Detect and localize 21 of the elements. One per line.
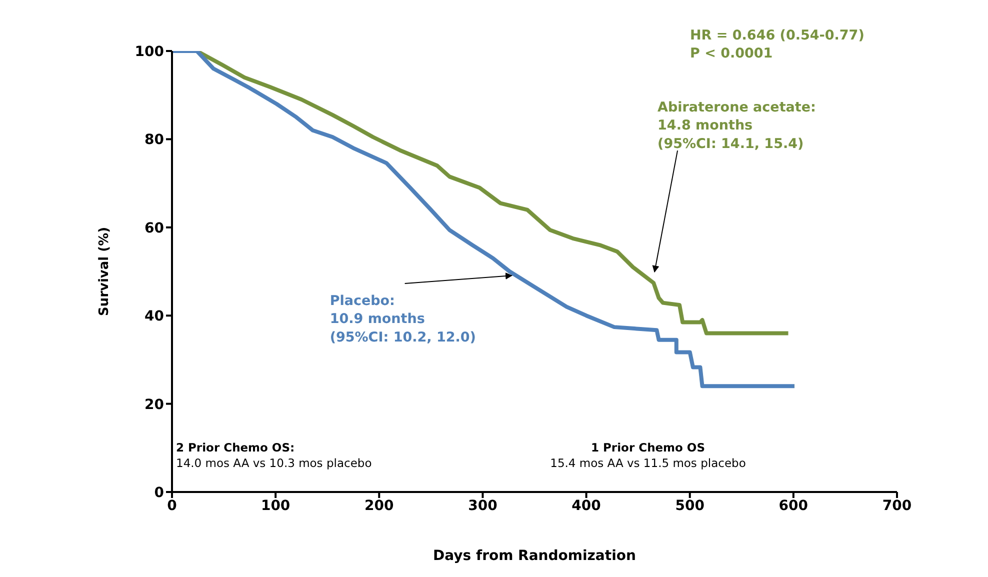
- annotation: 1 Prior Chemo OS 15.4 mos AA vs 11.5 mos placebo: [550, 440, 746, 470]
- y-tick-label: 60: [144, 220, 164, 236]
- x-tick-label: 600: [778, 498, 808, 514]
- annotation: 2 Prior Chemo OS: 14.0 mos AA vs 10.3 mos placebo: [176, 440, 372, 470]
- x-tick-label: 700: [882, 498, 912, 514]
- y-axis-title: Survival (%): [97, 226, 112, 316]
- annotation: HR = 0.646 (0.54-0.77) P < 0.0001: [690, 28, 864, 62]
- x-tick-label: 500: [675, 498, 705, 514]
- annotation: Placebo: 10.9 months (95%CI: 10.2, 12.0): [330, 293, 476, 346]
- x-axis-title: Days from Randomization: [433, 548, 636, 564]
- x-tick-label: 400: [572, 498, 602, 514]
- y-tick-label: 100: [134, 44, 164, 60]
- x-tick-label: 200: [364, 498, 394, 514]
- y-tick-label: 0: [154, 484, 164, 501]
- x-tick-label: 100: [260, 498, 290, 514]
- y-tick-label: 20: [144, 396, 164, 413]
- x-tick-label: 0: [167, 498, 178, 514]
- y-tick-label: 40: [144, 308, 164, 325]
- annotation: Abiraterone acetate: 14.8 months (95%CI: 14.1, 15.4): [658, 99, 816, 152]
- y-tick-label: 80: [144, 132, 164, 148]
- x-tick-label: 300: [468, 498, 498, 514]
